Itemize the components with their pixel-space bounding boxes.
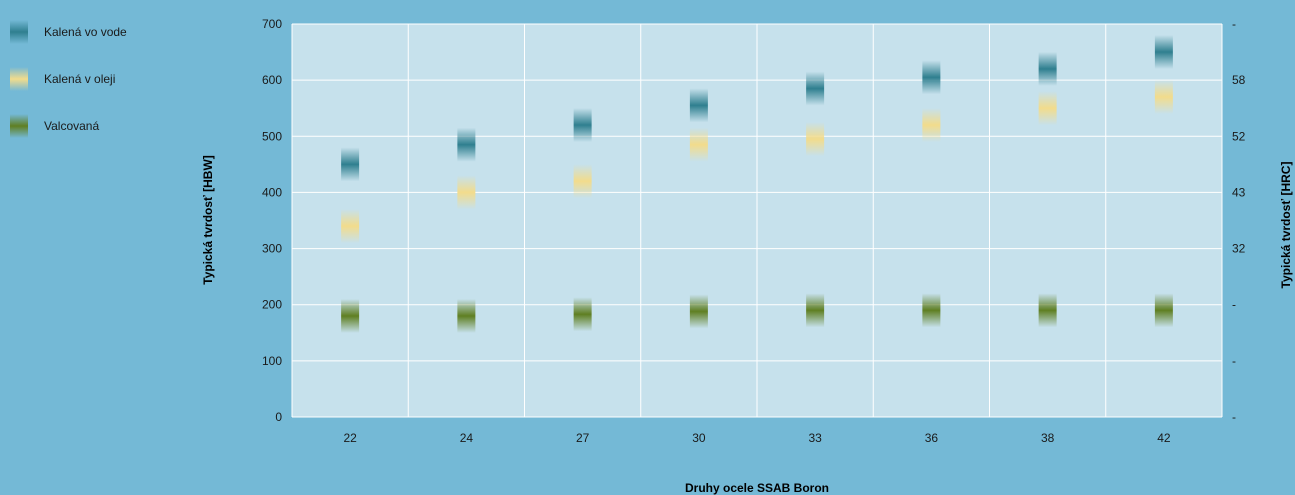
x-tick-label: 38 <box>1041 431 1055 445</box>
marker-water-quenched <box>573 108 592 143</box>
x-axis-title: Druhy ocele SSAB Boron <box>685 481 829 495</box>
marker-water-quenched <box>806 71 825 106</box>
legend-swatch-oil-quenched <box>10 67 28 91</box>
legend-swatch-water-quenched <box>10 20 28 44</box>
marker-oil-quenched <box>922 108 941 143</box>
y2-tick-label: - <box>1232 17 1236 31</box>
marker-rolled <box>1038 293 1057 328</box>
legend-item-oil-quenched: Kalená v oleji <box>10 67 127 91</box>
chart-legend: Kalená vo vode Kalená v oleji Valcovaná <box>10 20 127 161</box>
legend-swatch-rolled <box>10 114 28 138</box>
marker-water-quenched <box>457 127 476 162</box>
legend-label-oil-quenched: Kalená v oleji <box>44 72 116 86</box>
y2-tick-label: 43 <box>1232 185 1246 199</box>
x-tick-label: 42 <box>1157 431 1171 445</box>
y2-tick-label: 58 <box>1232 73 1246 87</box>
marker-rolled <box>457 298 476 333</box>
marker-rolled <box>573 297 592 332</box>
x-tick-label: 22 <box>343 431 357 445</box>
legend-item-rolled: Valcovaná <box>10 114 127 138</box>
y-tick-label: 400 <box>262 185 282 199</box>
y-tick-label: 200 <box>262 298 282 312</box>
x-tick-label: 33 <box>808 431 822 445</box>
marker-water-quenched <box>922 60 941 95</box>
y-tick-label: 300 <box>262 242 282 256</box>
y2-tick-label: - <box>1232 354 1236 368</box>
marker-water-quenched <box>689 88 708 123</box>
marker-water-quenched <box>341 147 360 182</box>
marker-rolled <box>689 294 708 329</box>
grid-lines <box>291 23 1223 418</box>
marker-oil-quenched <box>573 164 592 199</box>
x-tick-label: 36 <box>925 431 939 445</box>
y-tick-label: 700 <box>262 17 282 31</box>
marker-oil-quenched <box>1038 91 1057 126</box>
marker-water-quenched <box>1154 35 1173 70</box>
marker-water-quenched <box>1038 51 1057 86</box>
marker-oil-quenched <box>806 122 825 157</box>
y2-tick-label: - <box>1232 298 1236 312</box>
legend-label-rolled: Valcovaná <box>44 119 100 133</box>
y2-axis-title: Typická tvrdosť [HRC] <box>1279 162 1293 289</box>
y-tick-label: 0 <box>275 410 282 424</box>
y2-axis-ticks: - - - 32 43 52 58 - <box>1232 17 1246 424</box>
data-marks <box>341 35 1173 333</box>
marker-rolled <box>341 298 360 333</box>
y-tick-label: 100 <box>262 354 282 368</box>
x-tick-label: 27 <box>576 431 590 445</box>
marker-oil-quenched <box>1154 79 1173 114</box>
marker-rolled <box>806 293 825 328</box>
y2-tick-label: 52 <box>1232 129 1246 143</box>
y-tick-label: 500 <box>262 129 282 143</box>
x-tick-label: 30 <box>692 431 706 445</box>
marker-rolled <box>922 293 941 328</box>
marker-rolled <box>1154 293 1173 328</box>
x-tick-label: 24 <box>460 431 474 445</box>
marker-oil-quenched <box>341 209 360 244</box>
y2-tick-label: 32 <box>1232 242 1246 256</box>
x-axis-ticks: 22 24 27 30 33 36 38 42 <box>343 431 1170 445</box>
legend-item-water-quenched: Kalená vo vode <box>10 20 127 44</box>
marker-oil-quenched <box>689 127 708 162</box>
y-tick-label: 600 <box>262 73 282 87</box>
y-axis-title: Typická tvrdosť [HBW] <box>201 155 215 285</box>
marker-oil-quenched <box>457 175 476 210</box>
y2-tick-label: - <box>1232 410 1236 424</box>
legend-label-water-quenched: Kalená vo vode <box>44 25 127 39</box>
y-axis-ticks: 0 100 200 300 400 500 600 700 <box>262 17 282 424</box>
